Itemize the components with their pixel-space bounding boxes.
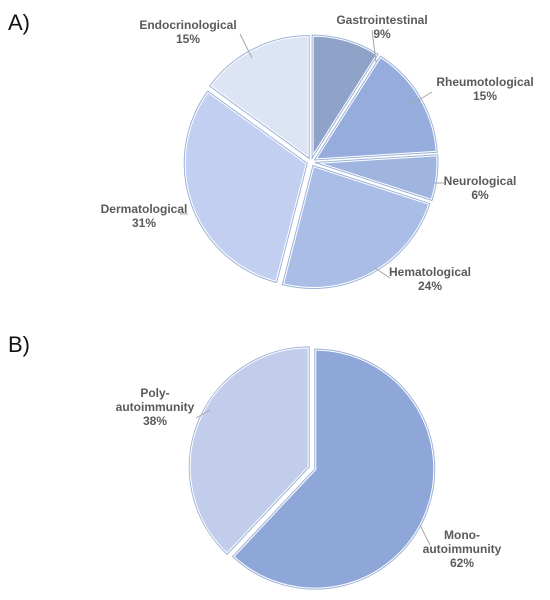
pie-slice-outline-endocrinological (208, 34, 310, 160)
panel-label-b: B) (8, 332, 30, 357)
panel-label-a: A) (8, 10, 30, 35)
slice-value-neurological: 6% (471, 188, 489, 202)
pie-slice-outline-neurological (314, 154, 439, 202)
pie-slice-outline-mono-autoimmunity (231, 348, 436, 590)
pie-chart-a: Gastrointestinal9%Rheumotological15%Neur… (101, 13, 534, 293)
slice-value-endocrinological: 15% (176, 32, 200, 46)
slice-label-gastrointestinal: Gastrointestinal (336, 13, 427, 27)
slice-label-neurological: Neurological (444, 174, 517, 188)
slice-value-rheumotological: 15% (473, 89, 497, 103)
pie-slice-outline-hematological (281, 164, 431, 289)
slice-label-mono-autoimmunity-line2: autoimmunity (423, 542, 502, 556)
leader-line-mono-autoimmunity (419, 524, 431, 546)
slice-label-dermatological: Dermatological (101, 202, 188, 216)
slice-value-mono-autoimmunity: 62% (450, 556, 474, 570)
leader-line-endocrinological (239, 33, 253, 59)
slice-label-mono-autoimmunity-line1: Mono- (444, 528, 480, 542)
slice-value-dermatological: 31% (132, 216, 156, 230)
slice-label-endocrinological: Endocrinological (139, 18, 236, 32)
slice-label-rheumotological: Rheumotological (436, 75, 533, 89)
pie-slice-outline-gastrointestinal (311, 34, 379, 160)
pie-slice-outline-rheumotological (313, 55, 438, 161)
slice-value-gastrointestinal: 9% (373, 27, 391, 41)
pie-slice-outline-poly-autoimmunity (188, 346, 310, 556)
leader-line-hematological (374, 267, 391, 279)
slice-value-poly-autoimmunity: 38% (143, 414, 167, 428)
leader-line-gastrointestinal (371, 29, 377, 63)
slice-value-hematological: 24% (418, 279, 442, 293)
slice-label-hematological: Hematological (389, 265, 471, 279)
slice-label-poly-autoimmunity-line2: autoimmunity (116, 400, 195, 414)
pie-slice-outline-dermatological (183, 90, 308, 284)
slice-label-poly-autoimmunity-line1: Poly- (140, 386, 169, 400)
leader-line-rheumotological (411, 91, 433, 105)
leader-line-poly-autoimmunity (195, 409, 211, 419)
